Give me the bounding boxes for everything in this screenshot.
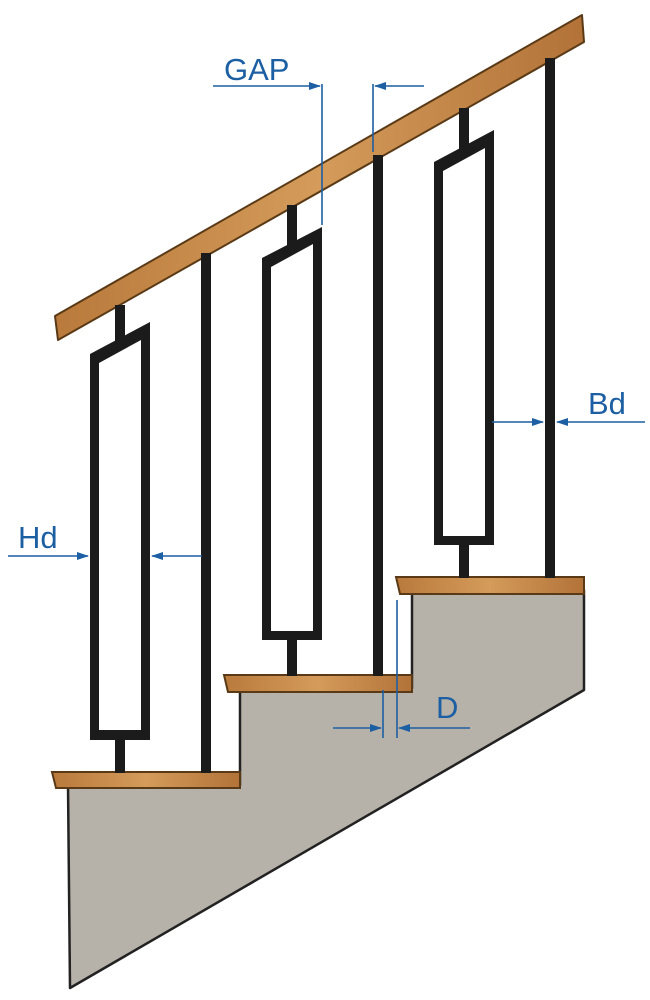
plain-baluster-3 [545, 58, 555, 578]
decorative-baluster-1 [90, 305, 150, 773]
handrail [54, 14, 585, 341]
decorative-baluster-2 [262, 205, 322, 676]
d-dimension [333, 600, 470, 738]
decorative-baluster-3 [434, 108, 494, 578]
bd-label: Bd [588, 386, 626, 421]
d-label: D [436, 690, 458, 725]
gap-dimension [213, 82, 424, 225]
hd-label: Hd [18, 520, 58, 555]
tread-upper [394, 576, 585, 595]
gap-label: GAP [224, 52, 289, 87]
plain-baluster-2 [373, 155, 383, 676]
plain-balusters [201, 58, 555, 773]
tread-lower [50, 771, 241, 789]
tread-middle [222, 674, 413, 693]
plain-baluster-1 [201, 253, 211, 773]
